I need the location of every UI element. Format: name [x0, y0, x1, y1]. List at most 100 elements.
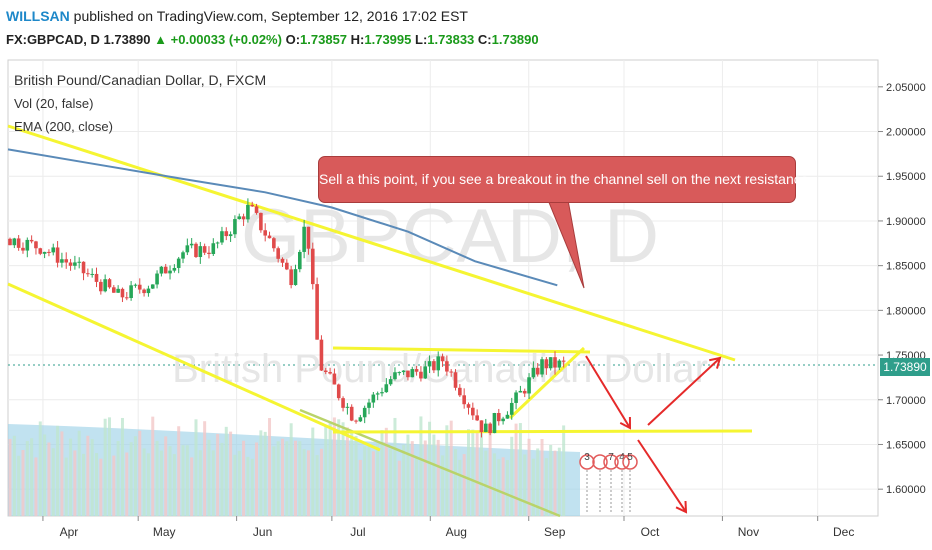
volume-bar: [51, 448, 55, 516]
volume-bar: [419, 416, 423, 516]
volume-bar: [112, 455, 116, 516]
volume-bar: [423, 440, 427, 516]
candle-body: [488, 423, 492, 434]
candle-body: [250, 204, 255, 207]
event-count: 3: [584, 452, 590, 463]
candle-body: [146, 288, 151, 294]
volume-bar: [549, 444, 553, 516]
volume-bar: [458, 459, 462, 516]
volume-bar: [402, 444, 406, 516]
candle-body: [341, 398, 345, 408]
annotation-callout[interactable]: Sell a this point, if you see a breakout…: [318, 156, 809, 203]
ema-legend[interactable]: EMA (200, close): [14, 119, 113, 134]
projection-arrow-drop-head: [675, 500, 688, 514]
volume-bar: [562, 425, 566, 516]
candle-body: [406, 370, 410, 378]
volume-bar: [285, 441, 289, 516]
close-value: 1.73890: [491, 32, 539, 47]
candle-body: [189, 243, 194, 246]
volume-bar: [151, 416, 155, 516]
y-tick-label: 1.95000: [886, 171, 926, 183]
projection-arrow-down: [585, 355, 631, 429]
projection-arrow-up: [647, 357, 721, 426]
candle-body: [220, 231, 224, 243]
range-top-line: [332, 346, 591, 354]
candle-body: [47, 251, 51, 253]
volume-bar: [557, 447, 561, 516]
upper-channel-line: [7, 124, 736, 362]
candle-body: [68, 262, 73, 266]
candle-body: [42, 251, 47, 254]
open-label: O:: [285, 32, 301, 47]
published-text: published on TradingView.com, September …: [73, 8, 468, 24]
volume-bar: [177, 426, 181, 516]
candle-body: [163, 266, 168, 274]
event-marker: [603, 454, 619, 470]
volume-bar: [289, 423, 293, 516]
volume-bar: [518, 423, 522, 516]
volume-legend[interactable]: Vol (20, false): [14, 96, 94, 111]
high-value: 1.73995: [364, 32, 412, 47]
candle-body: [380, 392, 384, 394]
y-tick-label: 1.90000: [886, 216, 926, 228]
volume-bar: [544, 458, 548, 516]
y-tick-label: 1.80000: [886, 305, 926, 317]
volume-bar: [484, 450, 488, 516]
candle-body: [38, 248, 43, 254]
volume-bar: [536, 448, 540, 516]
candle-body: [77, 261, 82, 263]
candle-body: [86, 273, 90, 275]
lower-channel-line: [7, 282, 381, 452]
volume-bar: [194, 419, 198, 516]
candle-body: [29, 239, 34, 242]
candle-body: [259, 212, 263, 231]
candle-body: [440, 356, 445, 362]
candle-body: [518, 390, 523, 393]
volume-bar: [462, 454, 466, 516]
x-tick-label: Oct: [641, 525, 660, 539]
candle-body: [323, 370, 328, 373]
projection-arrow-up-head: [709, 356, 722, 369]
candle-body: [410, 369, 415, 378]
candle-body: [397, 372, 402, 374]
volume-bar: [281, 438, 285, 516]
volume-bar: [449, 420, 453, 516]
volume-bar: [432, 434, 436, 516]
volume-bar: [350, 432, 354, 516]
candle-body: [246, 204, 250, 220]
candle-body: [479, 420, 484, 433]
volume-bar: [415, 456, 419, 516]
volume-bar: [553, 450, 557, 516]
candle-body: [12, 238, 17, 246]
volume-bar: [406, 434, 410, 516]
symbol-label: FX:GBPCAD, D: [6, 32, 100, 47]
candle-body: [155, 273, 159, 285]
candle-body: [483, 423, 488, 433]
volume-bar: [332, 417, 336, 516]
volume-bar: [242, 440, 246, 516]
volume-bar: [60, 431, 64, 516]
author-link[interactable]: WILLSAN: [6, 8, 70, 24]
candle-body: [354, 420, 358, 422]
y-tick-label: 1.60000: [886, 484, 926, 496]
volume-bar: [436, 439, 440, 516]
event-marker: [592, 454, 608, 470]
candle-body: [557, 360, 562, 368]
volume-bar: [324, 426, 328, 516]
candle-body: [501, 418, 505, 422]
volume-bar: [293, 440, 297, 516]
candle-body: [112, 287, 116, 293]
candle-body: [280, 258, 285, 263]
candle-body: [367, 402, 371, 408]
ema-line: [7, 148, 558, 287]
candle-body: [25, 239, 30, 251]
candle-body: [358, 417, 363, 422]
volume-bar: [69, 438, 73, 516]
candle-body: [423, 366, 428, 379]
volume-bar: [116, 441, 120, 516]
volume-bar: [198, 450, 202, 516]
candle-body: [133, 284, 138, 286]
volume-bar: [441, 455, 445, 516]
